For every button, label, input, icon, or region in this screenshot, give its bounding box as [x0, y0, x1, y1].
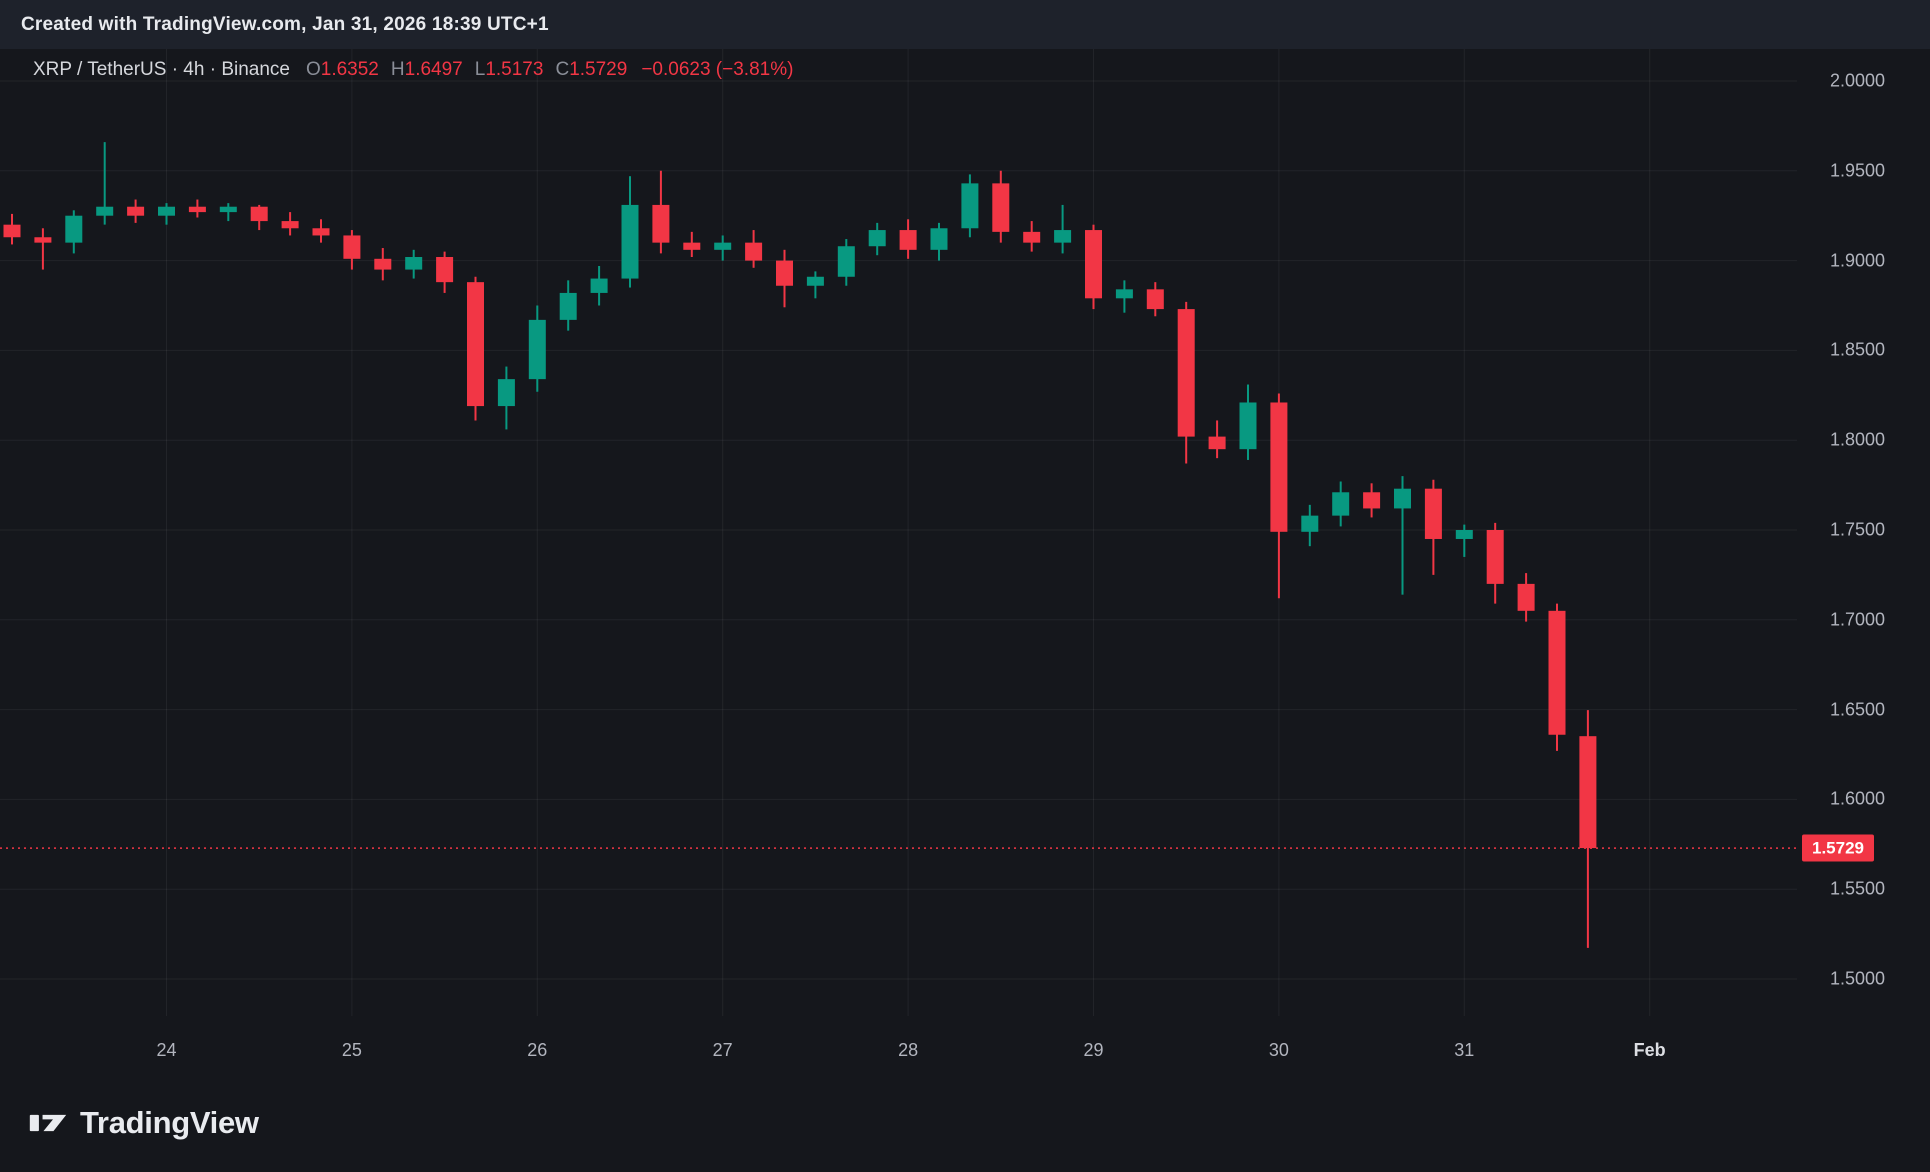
candle-body [1486, 530, 1504, 584]
candle-body [1455, 530, 1473, 539]
candle-body [899, 230, 917, 250]
close-label: C [555, 59, 570, 80]
high-value: 1.6497 [404, 59, 463, 80]
candle-body [528, 319, 546, 380]
candle-body [1517, 583, 1535, 611]
candle-body [1115, 289, 1133, 299]
candle-body [1301, 515, 1319, 532]
candle-body [652, 204, 670, 243]
close-value: 1.5729 [569, 59, 628, 80]
candle-body [1332, 492, 1350, 516]
candle-body [343, 235, 361, 259]
candle-body [837, 246, 855, 277]
symbol-legend: XRP / TetherUS · 4h · Binance O1.6352 H1.6… [33, 59, 793, 81]
low-value: 1.5173 [485, 59, 544, 80]
attribution-text: Created with TradingView.com, Jan 31, 20… [21, 13, 549, 35]
candle-body [1363, 492, 1381, 509]
candle-body [992, 183, 1010, 232]
candle-body [1424, 488, 1442, 539]
candle-body [868, 230, 886, 247]
candle-body [1146, 289, 1164, 310]
candle-body [127, 206, 145, 216]
last-price-text: 1.5729 [1812, 838, 1864, 858]
candle-body [1270, 402, 1288, 532]
tradingview-logo-icon [29, 1114, 67, 1132]
candle-body [467, 282, 484, 407]
candle-body [1239, 402, 1257, 450]
change-value: −0.0623 (−3.81%) [641, 59, 794, 80]
candle-body [1177, 309, 1195, 437]
ohlc-low: L1.5173 [475, 59, 544, 80]
last-price-badge: 1.5729 [1802, 834, 1874, 862]
candle-body [1023, 231, 1041, 243]
candle-body [436, 257, 454, 283]
candle-body [930, 228, 948, 250]
candle-body [1085, 230, 1102, 299]
tradingview-logo[interactable]: TradingView [28, 1100, 259, 1146]
candle-body [405, 257, 423, 270]
candle-body [312, 228, 330, 236]
candle-body [158, 206, 175, 216]
candle-body [96, 206, 114, 216]
candle-body [374, 258, 392, 270]
open-value: 1.6352 [320, 59, 379, 80]
candle-body [250, 206, 268, 222]
candle-body [776, 260, 793, 286]
high-label: H [390, 59, 405, 80]
candle-body [806, 276, 824, 286]
candle-body [188, 206, 206, 213]
candle-body [497, 379, 515, 407]
candle-body [65, 215, 83, 243]
candle-body [590, 278, 608, 293]
ohlc-high: H1.6497 [391, 59, 463, 80]
candle-body [683, 242, 701, 250]
candle-body [1548, 610, 1566, 735]
candle-body [219, 206, 237, 213]
candle-body [34, 237, 52, 243]
attribution-bar: Created with TradingView.com, Jan 31, 20… [0, 0, 1930, 49]
candle-body [281, 221, 299, 229]
candle-body [961, 183, 979, 229]
low-label: L [474, 59, 486, 80]
open-label: O [305, 59, 321, 80]
candle-body [1579, 736, 1597, 849]
candle-body [559, 292, 577, 320]
candle-body [621, 204, 639, 279]
ohlc-open: O1.6352 [306, 59, 379, 80]
candle-body [745, 242, 763, 261]
tradingview-wordmark: TradingView [80, 1105, 259, 1140]
candle-body [3, 224, 21, 238]
candle-body [1054, 230, 1072, 243]
candle-body [714, 242, 732, 250]
candle-body [1208, 436, 1226, 450]
ohlc-close: C1.5729 [555, 59, 627, 80]
candle-body [1394, 488, 1411, 509]
symbol-title: XRP / TetherUS · 4h · Binance [33, 59, 290, 80]
